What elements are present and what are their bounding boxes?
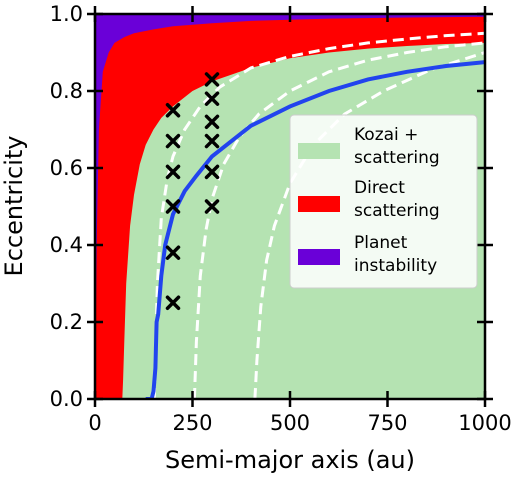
y-tick-label: 1.0 — [50, 2, 83, 26]
y-tick-label: 0.2 — [50, 310, 83, 334]
x-tick-label: 250 — [172, 411, 212, 435]
y-tick-label: 0.8 — [50, 79, 83, 103]
x-tick-label: 500 — [270, 411, 310, 435]
solid-curve — [145, 60, 485, 399]
dashed-curves — [152, 31, 485, 399]
direct-scattering-region — [95, 14, 485, 399]
y-tick-label: 0.0 — [50, 387, 83, 411]
marker-2 — [165, 245, 181, 260]
marker-8 — [204, 164, 220, 180]
y-tick-label: 0.4 — [50, 233, 83, 257]
legend-label-kozai-line1: Kozai + — [354, 125, 418, 145]
marker-9 — [204, 133, 220, 149]
x-tick-label: 0 — [88, 411, 101, 435]
dashed-curve-3 — [253, 51, 485, 399]
marker-12 — [204, 72, 220, 87]
y-tick-label: 0.6 — [50, 156, 83, 180]
legend: Kozai + scattering Direct scattering Pla… — [289, 114, 478, 289]
marker-11 — [204, 91, 220, 106]
y-axis-label: Eccentricity — [0, 136, 28, 277]
marker-7 — [204, 199, 220, 214]
legend-label-kozai-line2: scattering — [354, 148, 440, 168]
x-tick-label: 750 — [367, 411, 407, 435]
ticks: 0 250 500 750 1000 0.0 0.2 0.4 0.6 0.8 1.0 — [50, 2, 512, 435]
dashed-curve-1 — [152, 31, 485, 399]
legend-swatch-instability — [298, 249, 340, 265]
legend-swatch-kozai — [298, 143, 340, 159]
marker-4 — [165, 164, 181, 180]
legend-swatch-direct — [298, 196, 340, 212]
legend-label-direct-line1: Direct — [354, 178, 405, 198]
legend-label-direct-line2: scattering — [354, 201, 440, 221]
markers — [165, 72, 220, 310]
marker-5 — [165, 133, 181, 149]
marker-10 — [204, 114, 220, 130]
marker-6 — [165, 103, 181, 118]
marker-3 — [165, 199, 181, 214]
x-axis-label: Semi-major axis (au) — [165, 446, 415, 474]
marker-1 — [165, 295, 181, 310]
legend-label-instability-line2: instability — [354, 256, 437, 276]
legend-label-instability-line1: Planet — [354, 233, 408, 253]
x-tick-label: 1000 — [458, 411, 511, 435]
